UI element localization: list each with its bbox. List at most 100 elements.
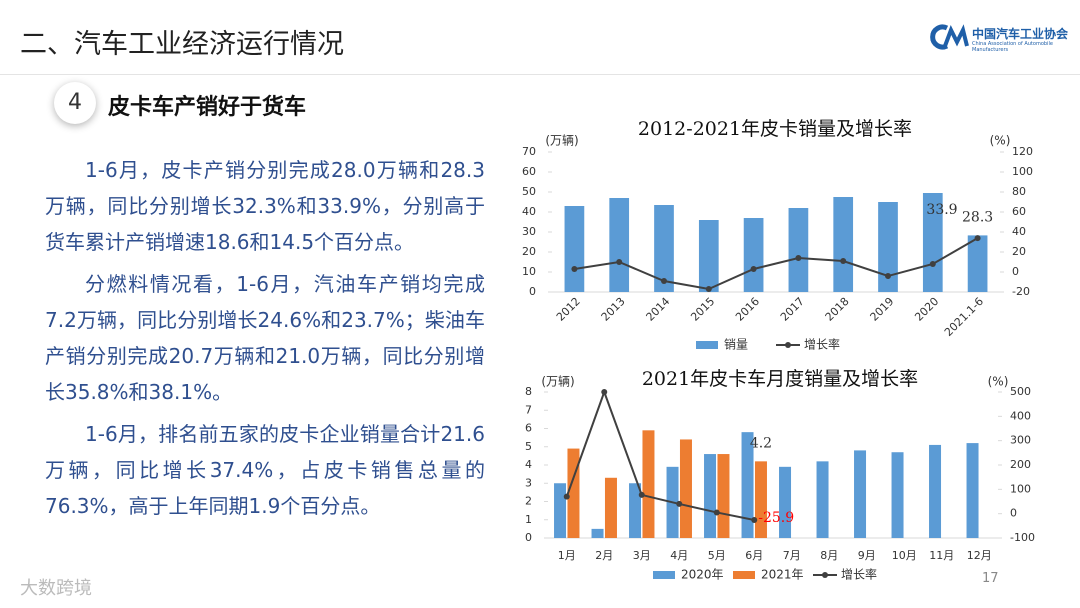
y-tick-label: 0 <box>529 285 536 298</box>
chart-title: 2012-2021年皮卡销量及增长率 <box>638 118 912 140</box>
x-tick-label: 2016 <box>733 295 762 324</box>
divider <box>0 74 1080 75</box>
y2-tick-label: 0 <box>1010 507 1017 520</box>
data-label: 4.2 <box>750 435 772 451</box>
y2-tick-label: 20 <box>1012 245 1026 258</box>
x-tick-label: 2017 <box>778 295 807 324</box>
legend-label: 增长率 <box>804 337 840 352</box>
y2-tick-label: 300 <box>1010 434 1031 447</box>
x-tick-label: 2018 <box>823 295 852 324</box>
logo-text: 中国汽车工业协会 <box>972 27 1069 41</box>
body-text: 1-6月，皮卡产销分别完成28.0万辆和28.3万辆，同比分别增长32.3%和3… <box>45 152 485 530</box>
y-tick-label: 6 <box>525 422 532 435</box>
bar <box>878 202 898 292</box>
bar <box>629 483 642 538</box>
y-tick-label: 2 <box>525 495 532 508</box>
x-tick-label: 5月 <box>708 549 726 562</box>
bar <box>891 452 904 538</box>
y-tick-label: 8 <box>525 385 532 398</box>
y-tick-label: 20 <box>522 245 536 258</box>
section-title: 皮卡车产销好于货车 <box>108 95 307 120</box>
bar <box>609 198 630 292</box>
legend-swatch <box>822 572 828 578</box>
line-marker <box>750 266 757 272</box>
legend-swatch <box>785 342 791 348</box>
legend-swatch <box>733 571 755 579</box>
x-tick-label: 2019 <box>867 295 896 324</box>
y-tick-label: 50 <box>522 185 536 198</box>
legend-swatch <box>696 341 718 349</box>
x-tick-label: 9月 <box>858 549 876 562</box>
x-tick-label: 2014 <box>643 295 672 324</box>
bar <box>604 477 617 538</box>
y2-tick-label: -100 <box>1010 531 1035 544</box>
x-tick-label: 12月 <box>967 549 992 562</box>
paragraph: 分燃料情况看，1-6月，汽油车产销均完成7.2万辆，同比分别增长24.6%和23… <box>45 272 485 404</box>
y-tick-label: 1 <box>525 513 532 526</box>
line-marker <box>616 259 623 265</box>
slide-title: 二、汽车工业经济运行情况 <box>20 29 344 60</box>
legend-label: 2020年 <box>681 568 724 582</box>
bar <box>567 448 580 538</box>
x-tick-label: 2012 <box>554 295 583 324</box>
y2-axis-label: (%) <box>990 134 1011 148</box>
line <box>565 389 755 521</box>
y2-tick-label: 400 <box>1010 409 1031 422</box>
data-label: -25.9 <box>758 510 794 526</box>
y-tick-label: 0 <box>525 531 532 544</box>
bar <box>554 483 567 538</box>
x-tick-label: 2020 <box>912 295 941 324</box>
y2-tick-label: 200 <box>1010 458 1031 471</box>
y2-tick-label: 60 <box>1012 205 1026 218</box>
chart-title: 2021年皮卡车月度销量及增长率 <box>642 368 918 390</box>
x-tick-label: 4月 <box>670 549 688 562</box>
y2-tick-label: 40 <box>1012 225 1026 238</box>
y2-tick-label: 0 <box>1012 265 1019 278</box>
line-marker <box>885 273 891 279</box>
watermark: 大数跨境 <box>20 578 92 599</box>
line-marker <box>751 516 758 523</box>
line-marker <box>563 493 570 500</box>
y-tick-label: 4 <box>525 458 532 471</box>
line-marker <box>713 509 720 516</box>
line-marker <box>974 235 981 242</box>
y2-tick-label: 500 <box>1010 385 1031 398</box>
y-tick-label: 60 <box>522 165 536 178</box>
bar <box>743 218 764 292</box>
line <box>574 237 979 291</box>
page-number: 17 <box>982 571 999 586</box>
section-number: 4 <box>54 82 96 124</box>
y-axis-label: (万辆) <box>545 134 578 148</box>
bar <box>642 430 655 538</box>
bar <box>816 461 829 538</box>
x-tick-label: 8月 <box>820 549 838 562</box>
line-marker <box>929 261 936 267</box>
bar <box>679 439 692 538</box>
y-axis-label: (万辆) <box>541 375 574 389</box>
bar <box>922 193 943 292</box>
data-label: 28.3 <box>962 209 993 225</box>
bar <box>966 443 979 538</box>
legend-label: 销量 <box>724 338 748 352</box>
x-tick-label: 6月 <box>745 549 763 562</box>
bar <box>564 206 585 292</box>
x-tick-label: 3月 <box>633 549 651 562</box>
bar <box>717 454 730 538</box>
bar <box>591 528 604 538</box>
logo-subtext: China Association of Automobile Manufact… <box>972 41 1053 53</box>
paragraph: 1-6月，皮卡产销分别完成28.0万辆和28.3万辆，同比分别增长32.3%和3… <box>45 158 485 254</box>
y-tick-label: 70 <box>522 145 536 158</box>
line-marker <box>638 491 645 498</box>
y-tick-label: 10 <box>522 265 536 278</box>
bar <box>754 461 767 538</box>
legend-swatch <box>653 571 675 579</box>
logo-icon <box>930 24 969 50</box>
data-label: 33.9 <box>926 202 957 218</box>
y2-axis-label: (%) <box>988 375 1009 389</box>
y2-tick-label: 100 <box>1012 165 1033 178</box>
legend-label: 增长率 <box>841 567 877 582</box>
bar <box>929 444 942 538</box>
y2-tick-label: 80 <box>1012 185 1026 198</box>
